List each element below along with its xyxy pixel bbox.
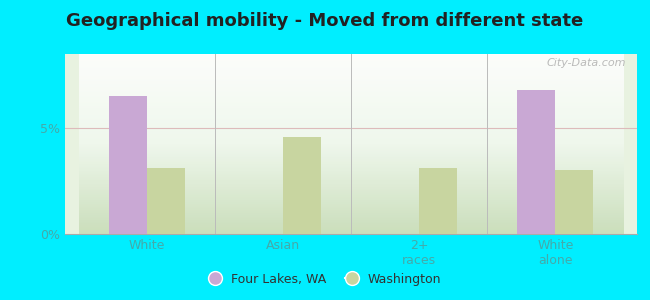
Bar <box>555 170 593 234</box>
Text: City-Data.com: City-Data.com <box>546 58 625 68</box>
Bar <box>517 90 555 234</box>
Bar <box>109 96 147 234</box>
Text: Geographical mobility - Moved from different state: Geographical mobility - Moved from diffe… <box>66 12 584 30</box>
Legend: Four Lakes, WA, Washington: Four Lakes, WA, Washington <box>203 268 447 291</box>
Bar <box>147 168 185 234</box>
Bar <box>419 168 457 234</box>
Bar <box>283 136 321 234</box>
